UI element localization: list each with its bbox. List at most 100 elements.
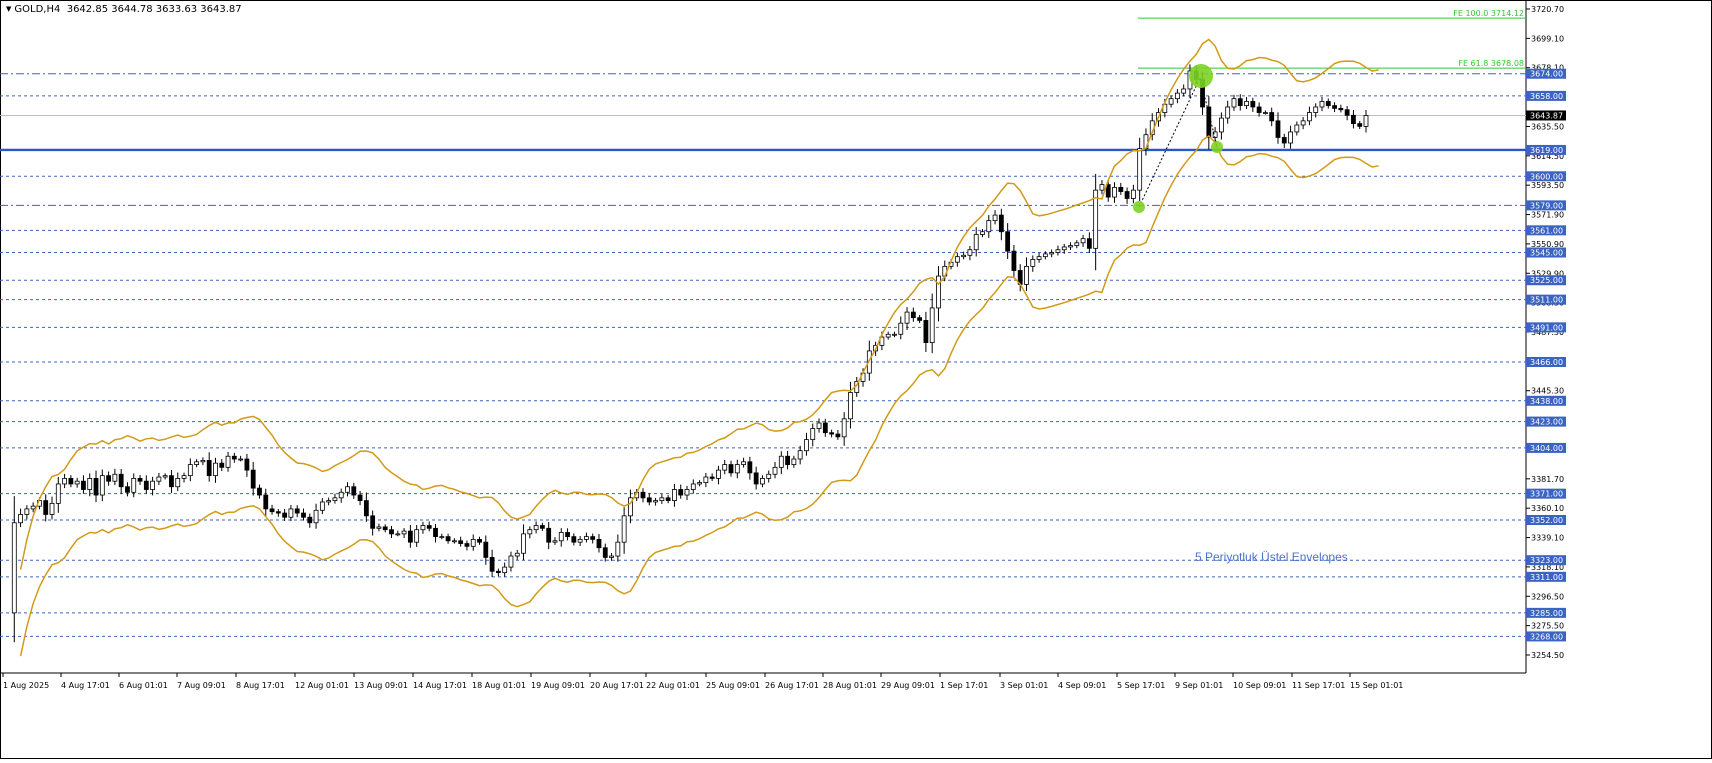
candle-body (514, 552, 520, 557)
candle-body (244, 458, 250, 471)
candle-body (1344, 109, 1350, 116)
candle-body (1288, 131, 1293, 144)
candle-body (1256, 106, 1262, 113)
candle-body (967, 249, 973, 256)
x-tick-label: 20 Aug 17:01 (590, 681, 644, 690)
candle-body (929, 307, 935, 343)
candle-body (659, 497, 665, 501)
candle-body (1294, 124, 1300, 133)
level-tag (1526, 442, 1566, 453)
collapse-triangle-icon[interactable]: ▼ (6, 5, 12, 13)
candle-body (338, 491, 344, 499)
candle-body (1080, 238, 1086, 244)
candle-body (640, 491, 646, 499)
level-tag (1526, 607, 1566, 618)
candle-body (565, 532, 570, 538)
candle-body (131, 478, 137, 493)
x-tick-label: 8 Aug 17:01 (236, 681, 285, 690)
candle-body (816, 422, 822, 429)
x-tick-label: 1 Aug 2025 (3, 681, 49, 690)
level-tag (1526, 571, 1566, 582)
level-tag-label: 3323.00 (1530, 556, 1563, 565)
level-tag-label: 3438.00 (1530, 397, 1563, 406)
candle-body (445, 536, 451, 542)
candle-body (810, 428, 816, 441)
x-tick-label: 15 Sep 01:01 (1350, 681, 1403, 690)
level-tag-label: 3600.00 (1530, 172, 1563, 181)
candle-body (43, 500, 49, 515)
candle-body (1030, 259, 1036, 267)
candle-body (602, 547, 608, 558)
candle-body (1011, 250, 1017, 271)
candle-body (470, 538, 476, 547)
candle-body (753, 472, 759, 485)
candle-body (439, 536, 445, 539)
level-tag (1526, 395, 1566, 406)
candle-body (319, 501, 325, 511)
candle-body (30, 505, 36, 510)
candle-body (646, 497, 652, 503)
candle-body (395, 533, 401, 536)
level-tag-label: 3268.00 (1530, 632, 1563, 641)
level-tag-label: 3674.00 (1530, 70, 1563, 79)
candle-body (1099, 184, 1105, 191)
candle-body (866, 350, 872, 374)
candle-body (1332, 105, 1337, 109)
ohlc-values: 3642.85 3644.78 3633.63 3643.87 (66, 4, 242, 15)
candle-body (112, 473, 118, 482)
candle-body (1042, 253, 1048, 258)
candle-body (923, 320, 929, 343)
candle-body (156, 476, 162, 482)
candle-body (1300, 120, 1306, 126)
candle-body (892, 333, 897, 336)
candle-body (822, 422, 828, 434)
candle-body (213, 462, 218, 477)
y-tick-label: 3678.10 (1531, 64, 1564, 73)
fibo-label: FE 61.8 3678.08 (1458, 59, 1524, 68)
x-tick-label: 7 Aug 09:01 (177, 681, 226, 690)
candle-body (986, 220, 992, 233)
candle-body (747, 461, 753, 474)
candle-body (577, 538, 583, 543)
candle-body (653, 500, 658, 503)
candle-body (672, 489, 677, 501)
candle-body (1231, 98, 1237, 108)
candle-body (55, 483, 61, 504)
candle-body (766, 473, 772, 479)
candle-body (1093, 189, 1099, 249)
candle-body (74, 480, 80, 485)
candle-body (106, 475, 111, 482)
level-tag (1526, 294, 1566, 305)
candle-body (936, 275, 941, 309)
candle-body (288, 508, 294, 518)
candle-body (1357, 123, 1363, 127)
candle-body (1263, 112, 1268, 114)
level-tag-label: 3466.00 (1530, 358, 1563, 367)
candle-body (1036, 256, 1042, 260)
candle-body (521, 533, 526, 554)
candle-body (169, 475, 174, 488)
candle-body (961, 254, 967, 258)
candle-body (231, 455, 237, 460)
candle-body (1124, 191, 1130, 199)
level-tag-label: 3285.00 (1530, 609, 1563, 618)
candle-body (150, 480, 156, 490)
candle-body (1281, 137, 1287, 144)
candle-body (835, 433, 841, 438)
candle-body (326, 500, 332, 503)
candle-body (1174, 92, 1180, 100)
candle-body (552, 540, 558, 543)
level-tag-label: 3511.00 (1530, 296, 1563, 305)
candle-body (407, 530, 413, 543)
candle-body (263, 494, 269, 510)
candle-body (954, 256, 960, 263)
candle-body (1319, 101, 1325, 108)
candle-body (1363, 115, 1369, 127)
candle-body (885, 333, 891, 338)
candle-body (414, 529, 420, 543)
x-tick-label: 11 Sep 17:01 (1292, 681, 1345, 690)
x-tick-label: 3 Sep 01:01 (1000, 681, 1048, 690)
candle-body (546, 527, 552, 543)
x-tick-label: 9 Sep 01:01 (1175, 681, 1223, 690)
